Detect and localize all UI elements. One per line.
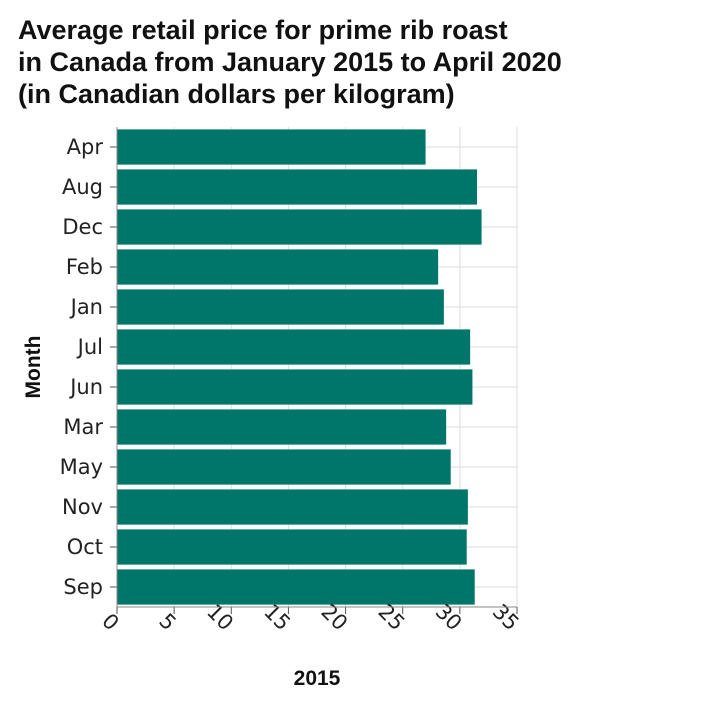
y-tick-label: Oct	[67, 535, 103, 559]
chart-title-line-2: in Canada from January 2015 to April 202…	[18, 47, 562, 77]
bar	[117, 169, 477, 205]
y-tick-label: Sep	[63, 575, 103, 599]
x-axis-title: 2015	[294, 667, 341, 690]
bar	[117, 329, 471, 365]
y-tick-label: Dec	[62, 215, 103, 239]
x-tick-label: 30	[431, 599, 467, 635]
bar	[117, 449, 451, 485]
x-tick-label: 5	[154, 609, 180, 635]
bar	[117, 289, 444, 325]
y-tick-label: Jun	[68, 375, 103, 399]
bar	[117, 369, 473, 405]
bar	[117, 129, 426, 165]
bar	[117, 529, 467, 565]
bar	[117, 409, 447, 445]
y-tick-label: Aug	[62, 175, 103, 199]
x-tick-label: 10	[202, 599, 238, 635]
y-tick-label: Mar	[63, 415, 103, 439]
x-tick-label: 0	[97, 609, 123, 635]
bar	[117, 249, 439, 285]
bar	[117, 209, 482, 245]
y-tick-label: Nov	[62, 495, 103, 519]
y-tick-label: Jul	[76, 335, 103, 359]
y-tick-label: May	[60, 455, 103, 479]
chart-title-line-1: Average retail price for prime rib roast	[18, 15, 508, 45]
x-tick-label: 15	[259, 599, 295, 635]
y-tick-label: Feb	[66, 255, 103, 279]
x-tick-label: 35	[488, 599, 524, 635]
bar	[117, 489, 468, 525]
y-axis-title: Month	[22, 336, 45, 399]
bar	[117, 569, 475, 605]
x-tick-label: 20	[316, 599, 352, 635]
y-tick-label: Apr	[67, 135, 104, 159]
chart-title-line-3: (in Canadian dollars per kilogram)	[18, 79, 455, 109]
y-tick-label: Jan	[69, 295, 103, 319]
bars	[117, 129, 482, 605]
chart-title: Average retail price for prime rib roast…	[18, 14, 708, 110]
x-tick-label: 25	[374, 599, 410, 635]
